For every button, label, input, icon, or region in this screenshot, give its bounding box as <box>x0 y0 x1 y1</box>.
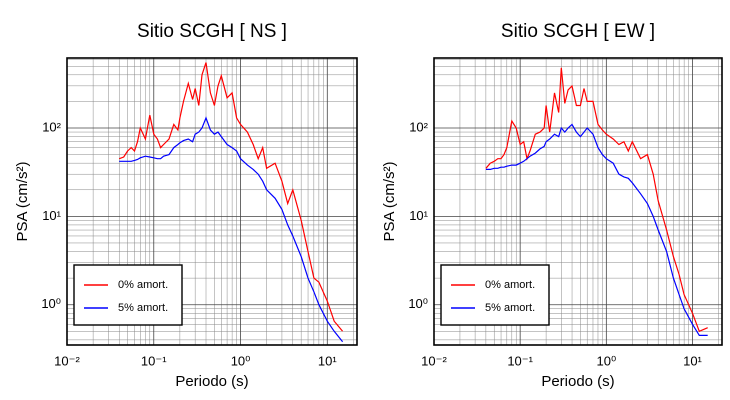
chart-title: Sitio SCGH [ EW ] <box>501 21 655 42</box>
x-tick-label: 10⁰ <box>231 353 251 368</box>
x-axis-label: Periodo (s) <box>175 373 248 390</box>
y-tick-label: 10⁰ <box>408 296 428 311</box>
plot-frame <box>66 57 358 346</box>
series-line <box>118 62 344 332</box>
plot-frame <box>433 57 723 346</box>
y-tick-label: 10¹ <box>42 208 61 223</box>
panel: 10⁻² 10⁻¹ 10⁰ 10¹ 10⁰ 10¹ 10² Sitio SCGH [ EW ]… <box>381 21 723 390</box>
chart-title: Sitio SCGH [ NS ] <box>137 21 287 42</box>
legend-label: 0% amort. <box>485 279 535 291</box>
x-tick-label: 10⁻² <box>54 353 80 368</box>
x-tick-label: 10¹ <box>318 353 337 368</box>
panel: 10⁻² 10⁻¹ 10⁰ 10¹ 10⁰ 10¹ 10² Sitio SCGH [ NS ]… <box>14 21 358 390</box>
series-line <box>485 123 708 336</box>
x-tick-label: 10⁰ <box>596 353 616 368</box>
legend-label: 5% amort. <box>485 302 535 314</box>
legend-label: 0% amort. <box>118 279 168 291</box>
x-tick-label: 10⁻² <box>421 353 447 368</box>
y-tick-label: 10² <box>409 119 428 134</box>
legend-box <box>440 264 550 326</box>
x-tick-label: 10⁻¹ <box>141 353 167 368</box>
legend-box <box>73 264 183 326</box>
series-line <box>485 67 708 333</box>
y-axis-label: PSA (cm/s²) <box>381 161 398 241</box>
x-tick-label: 10⁻¹ <box>507 353 533 368</box>
x-tick-label: 10¹ <box>683 353 702 368</box>
y-tick-label: 10¹ <box>409 208 428 223</box>
y-tick-label: 10⁰ <box>41 296 61 311</box>
legend-label: 5% amort. <box>118 302 168 314</box>
y-tick-label: 10² <box>42 119 61 134</box>
series-line <box>119 116 344 343</box>
x-axis-label: Periodo (s) <box>541 373 614 390</box>
y-axis-label: PSA (cm/s²) <box>14 161 31 241</box>
